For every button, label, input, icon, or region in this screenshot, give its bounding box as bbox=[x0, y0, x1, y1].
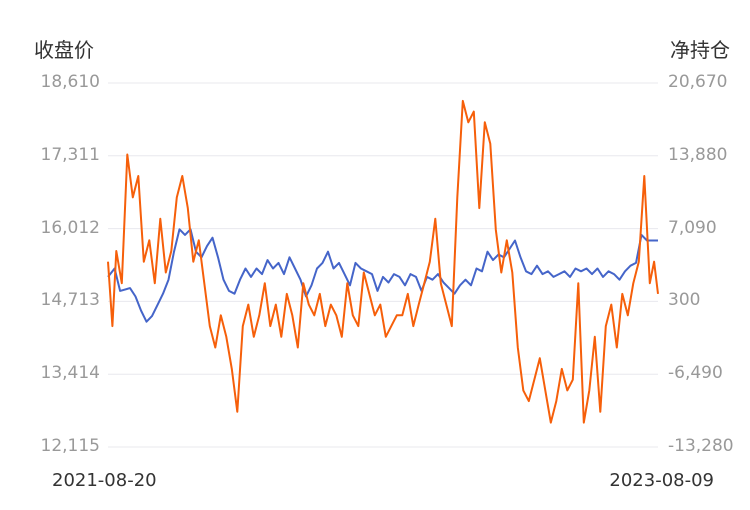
close-price-line bbox=[107, 228, 658, 323]
right-axis-tick: 300 bbox=[668, 290, 701, 311]
left-axis-tick: 18,610 bbox=[40, 72, 100, 92]
right-axis-tick: 7,090 bbox=[668, 217, 717, 238]
right-axis-tick: 13,880 bbox=[668, 144, 728, 165]
right-axis-tick: 20,670 bbox=[668, 72, 728, 92]
net-position-line bbox=[107, 99, 659, 424]
right-axis-tick: -6,490 bbox=[668, 363, 723, 384]
right-axis-tick: -13,280 bbox=[668, 436, 734, 456]
left-axis-tick: 16,012 bbox=[40, 217, 100, 238]
x-start-date: 2021-08-20 bbox=[52, 470, 157, 491]
left-axis-title: 收盘价 bbox=[34, 38, 94, 62]
x-end-date: 2023-08-09 bbox=[609, 470, 714, 491]
left-axis-tick: 12,115 bbox=[40, 436, 100, 456]
left-axis-tick: 17,311 bbox=[40, 144, 100, 165]
left-axis-tick: 13,414 bbox=[40, 363, 100, 384]
right-axis-title: 净持仓 bbox=[670, 38, 730, 62]
left-axis-tick: 14,713 bbox=[40, 290, 100, 311]
